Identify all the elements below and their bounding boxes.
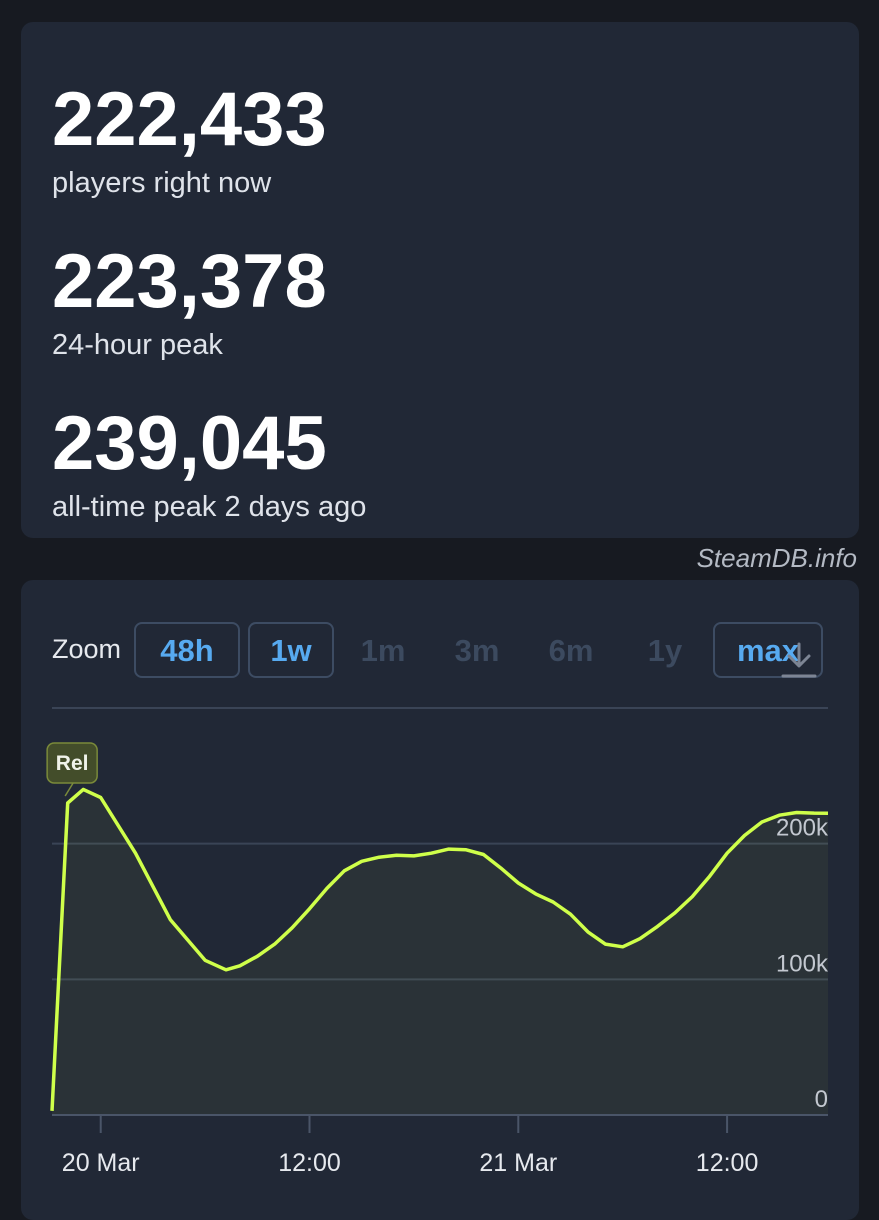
current-players-label: players right now <box>52 167 272 199</box>
series-line <box>50 787 829 1111</box>
chart-area-layer <box>50 787 829 1115</box>
zoom-button-3m[interactable]: 3m <box>454 633 500 668</box>
daily-peak-value: 223,378 <box>52 239 327 324</box>
zoom-button-1y[interactable]: 1y <box>647 633 683 668</box>
y-tick-label: 200k <box>776 815 829 842</box>
x-tick-label: 21 Mar <box>479 1149 557 1177</box>
daily-peak-label: 24-hour peak <box>52 329 223 361</box>
x-tick-label: 20 Mar <box>62 1149 140 1177</box>
release-flag-label: Rel <box>56 752 89 775</box>
player-count-chart: 200k 100k 0 20 Mar 12:00 21 Mar 12:00 Rel <box>46 707 829 1177</box>
release-flag[interactable]: Rel <box>46 742 98 797</box>
y-tick-label: 0 <box>815 1086 828 1113</box>
steamdb-credit[interactable]: SteamDB.info <box>696 543 857 573</box>
player-stats-card: 222,433 players right now 223,378 24-hou… <box>21 22 859 538</box>
all-time-peak-value: 239,045 <box>52 401 327 486</box>
x-tick-label: 12:00 <box>696 1149 759 1177</box>
x-axis: 20 Mar 12:00 21 Mar 12:00 <box>52 1114 828 1177</box>
y-tick-label: 100k <box>776 950 829 977</box>
all-time-peak-label: all-time peak 2 days ago <box>52 491 367 523</box>
release-flag-box[interactable] <box>46 742 98 784</box>
x-tick-label: 12:00 <box>278 1149 341 1177</box>
series-area-fill <box>52 789 828 1115</box>
grid-lines <box>52 842 828 981</box>
y-tick-labels: 200k 100k 0 <box>776 815 829 1113</box>
zoom-button-6m[interactable]: 6m <box>548 633 594 668</box>
player-chart-card: Zoom 48h 1w 1m 3m 6m 1y max 200k 100k 0 20 Mar 12… <box>21 580 859 1220</box>
release-flag-pointer <box>64 782 74 797</box>
download-icon[interactable] <box>780 640 818 680</box>
current-players-value: 222,433 <box>52 77 327 162</box>
zoom-button-1w[interactable]: 1w <box>248 622 334 678</box>
zoom-button-max[interactable]: max <box>713 622 823 678</box>
zoom-label: Zoom <box>52 634 122 664</box>
zoom-button-48h[interactable]: 48h <box>134 622 240 678</box>
zoom-button-1m[interactable]: 1m <box>360 633 406 668</box>
